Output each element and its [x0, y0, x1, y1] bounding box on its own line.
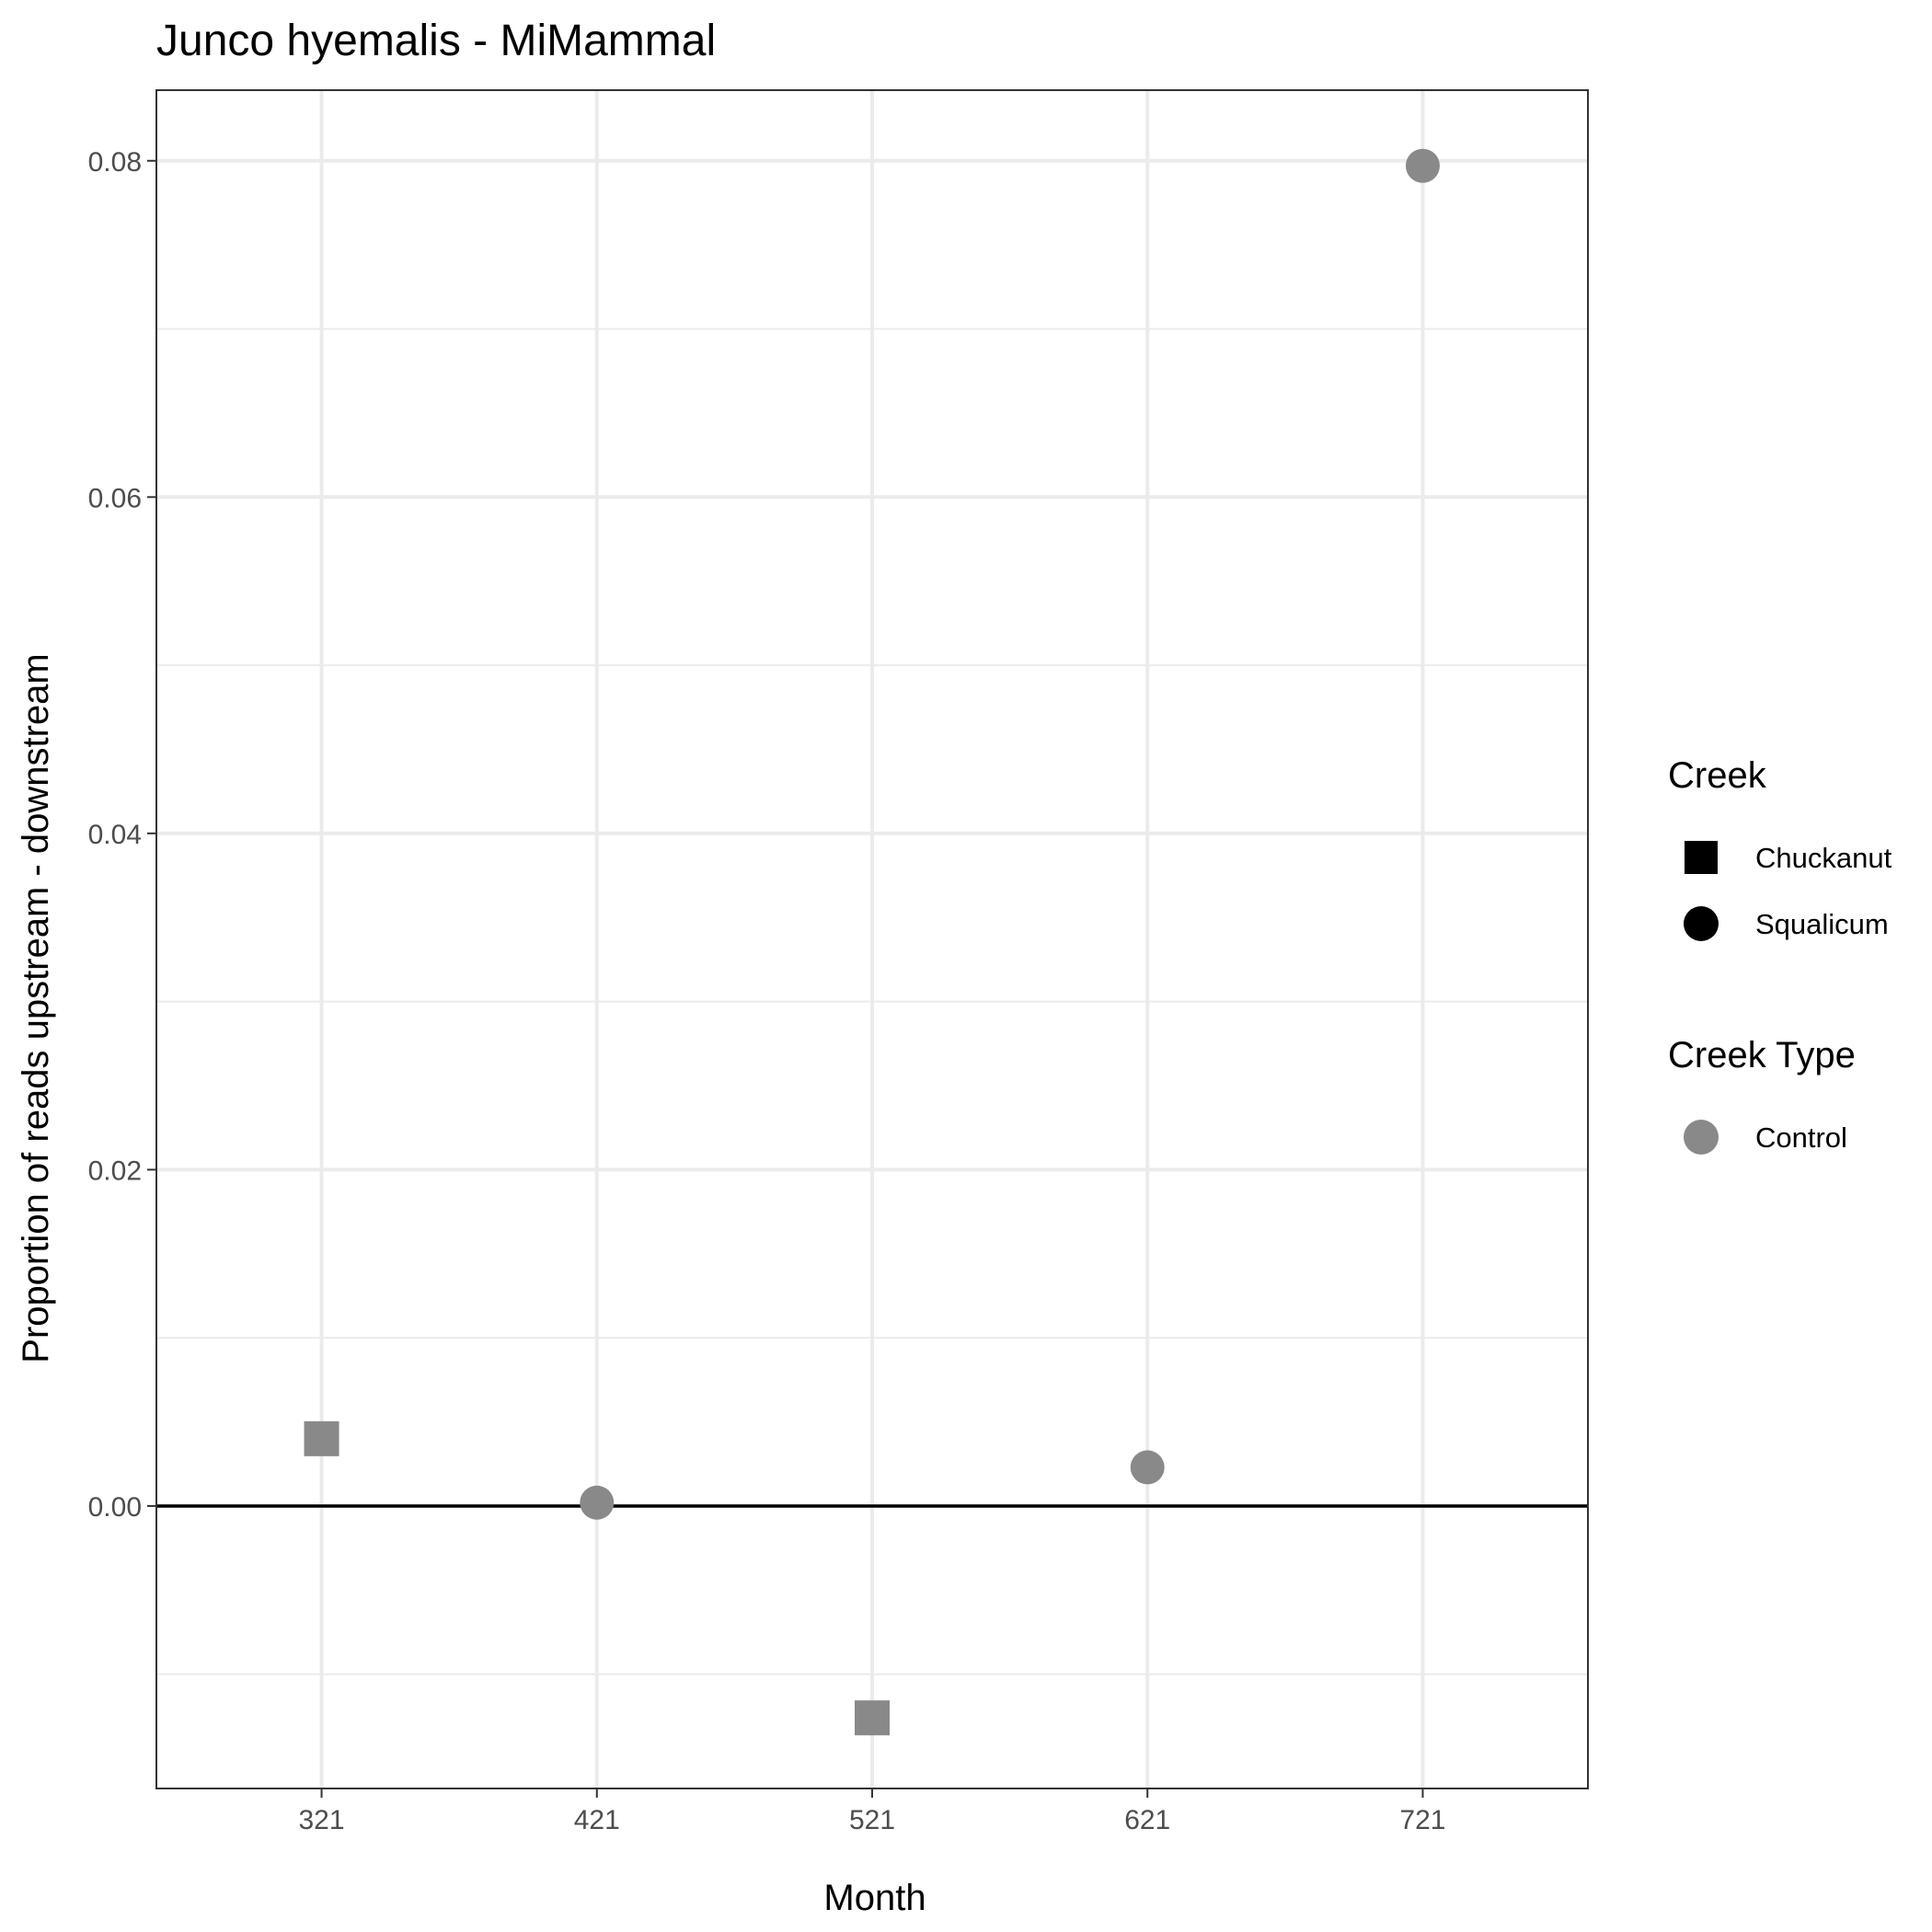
- legend-key-circle: [1684, 906, 1719, 941]
- x-tick-label: 321: [299, 1805, 345, 1835]
- legend-key-circle: [1684, 1120, 1719, 1155]
- data-point-square-321: [304, 1420, 339, 1456]
- y-tick-label: 0.04: [88, 820, 142, 850]
- y-tick-label: 0.08: [88, 147, 142, 178]
- x-tick-label: 521: [849, 1805, 895, 1835]
- data-point-circle-421: [580, 1485, 615, 1520]
- chart-title: Junco hyemalis - MiMammal: [156, 17, 716, 65]
- data-point-square-521: [855, 1700, 890, 1736]
- data-point-circle-721: [1405, 148, 1440, 183]
- axes: 0.00 0.02 0.04 0.06 0.08 321 421 521 621 721: [88, 147, 1446, 1835]
- legend-title: Creek: [1668, 755, 1767, 796]
- y-tick-label: 0.06: [88, 483, 142, 513]
- legend-label: Chuckanut: [1755, 842, 1892, 874]
- x-axis-title: Month: [823, 1878, 926, 1918]
- legend-title: Creek Type: [1668, 1035, 1856, 1075]
- data-point-circle-621: [1130, 1450, 1165, 1485]
- legend: Creek Chuckanut Squalicum Creek Type Control: [1668, 755, 1892, 1155]
- y-tick-label: 0.02: [88, 1156, 142, 1186]
- x-tick-label: 621: [1124, 1805, 1170, 1835]
- legend-label: Squalicum: [1755, 908, 1889, 940]
- x-tick-label: 721: [1399, 1805, 1445, 1835]
- data-points: [304, 148, 1440, 1736]
- y-axis-title: Proportion of reads upstream - downstrea…: [16, 653, 56, 1363]
- x-tick-label: 421: [574, 1805, 620, 1835]
- grid: [156, 90, 1588, 1788]
- legend-label: Control: [1755, 1121, 1847, 1154]
- legend-key-square: [1685, 841, 1718, 874]
- y-tick-label: 0.00: [88, 1492, 142, 1523]
